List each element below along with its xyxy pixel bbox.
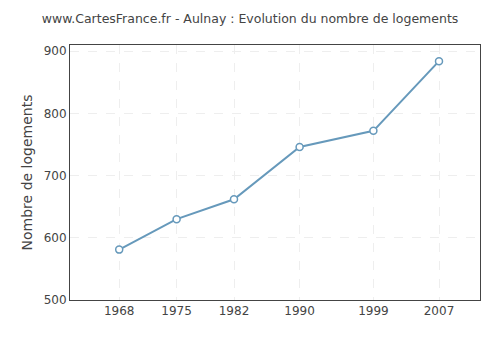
- svg-text:600: 600: [44, 231, 67, 245]
- svg-text:500: 500: [44, 293, 67, 307]
- svg-text:2007: 2007: [424, 304, 455, 318]
- svg-text:1968: 1968: [104, 304, 135, 318]
- svg-text:800: 800: [44, 107, 67, 121]
- svg-text:Nombre de logements: Nombre de logements: [19, 95, 35, 251]
- svg-text:1975: 1975: [161, 304, 192, 318]
- svg-text:1982: 1982: [219, 304, 250, 318]
- svg-text:900: 900: [44, 44, 67, 58]
- svg-text:700: 700: [44, 169, 67, 183]
- svg-text:1990: 1990: [284, 304, 315, 318]
- svg-text:www.CartesFrance.fr - Aulnay :: www.CartesFrance.fr - Aulnay : Evolution…: [42, 11, 459, 26]
- svg-text:1999: 1999: [358, 304, 389, 318]
